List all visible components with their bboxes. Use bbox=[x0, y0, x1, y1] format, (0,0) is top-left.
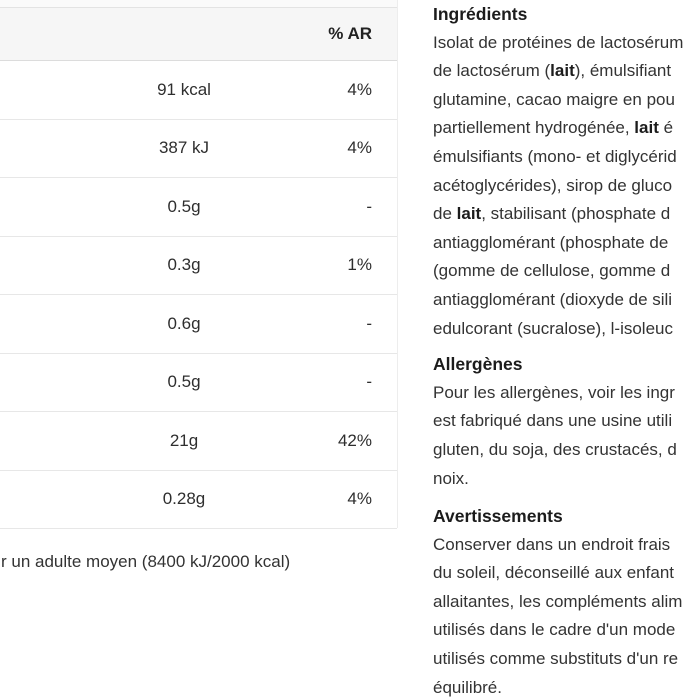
nutrient-ar-percent: 1% bbox=[347, 255, 372, 275]
text-segment: Isolat de protéines de lactosérum bbox=[433, 32, 684, 52]
text-segment: , stabilisant (phosphate d bbox=[481, 204, 671, 224]
text-segment: Pour les allergènes, voir les ingr bbox=[433, 382, 675, 402]
nutrient-value: 0.6g bbox=[167, 313, 201, 333]
text-line: allaitantes, les compléments alim bbox=[433, 588, 700, 617]
text-segment: edulcorant (sucralose), l-isoleuc bbox=[433, 318, 673, 338]
text-segment: antiagglomérant (dioxyde de sili bbox=[433, 289, 673, 309]
text-segment: de lactosérum ( bbox=[433, 61, 551, 81]
nutrient-value: 21g bbox=[169, 430, 199, 450]
text-line: est fabriqué dans une usine utili bbox=[433, 407, 700, 436]
nutrient-value: 387 kJ bbox=[158, 138, 210, 158]
text-line: utilisés dans le cadre d'un mode bbox=[433, 616, 700, 645]
nutrient-value: 0.28g bbox=[162, 489, 206, 509]
text-segment: utilisés dans le cadre d'un mode bbox=[433, 620, 676, 640]
text-line: émulsifiants (mono- et diglycérid bbox=[433, 143, 700, 172]
text-line: équilibré. bbox=[433, 674, 700, 700]
text-segment: noix. bbox=[433, 468, 469, 488]
nutrient-value: 91 kcal bbox=[157, 79, 211, 99]
text-segment: est fabriqué dans une usine utili bbox=[433, 411, 673, 431]
nutrition-table-header: % AR bbox=[0, 0, 397, 61]
text-segment: gluten, du soja, des crustacés, d bbox=[433, 439, 677, 459]
text-line: Isolat de protéines de lactosérum bbox=[433, 29, 700, 58]
text-line: gluten, du soja, des crustacés, d bbox=[433, 436, 700, 465]
section-heading: Avertissements bbox=[433, 506, 563, 527]
ar-column-header: % AR bbox=[328, 23, 372, 43]
nutrient-ar-percent: - bbox=[366, 372, 372, 392]
nutrient-ar-percent: 4% bbox=[347, 138, 372, 158]
text-line: antiagglomérant (phosphate de bbox=[433, 229, 700, 258]
text-line: du soleil, déconseillé aux enfant bbox=[433, 559, 700, 588]
table-row: 21g 42% bbox=[0, 412, 397, 471]
table-row: 0.5g - bbox=[0, 178, 397, 237]
table-row: 91 kcal 4% bbox=[0, 61, 397, 120]
table-footnote: r un adulte moyen (8400 kJ/2000 kcal) bbox=[1, 552, 291, 571]
info-column: Ingrédients Isolat de protéines de lactos… bbox=[433, 0, 700, 700]
nutrient-value: 0.5g bbox=[167, 196, 201, 216]
text-line: noix. bbox=[433, 465, 700, 494]
text-segment: é bbox=[658, 118, 674, 138]
text-line: acétoglycérides), sirop de gluco bbox=[433, 172, 700, 201]
nutrition-table-rows: 91 kcal 4% 387 kJ 4% 0.5g - 0.3g 1% 0.6g - 0.5g - 21… bbox=[0, 61, 397, 529]
section-allergens: Allergènes Pour les allergènes, voir les … bbox=[433, 350, 700, 493]
text-segment: glutamine, cacao maigre en pou bbox=[433, 89, 675, 109]
text-line: utilisés comme substituts d'un re bbox=[433, 645, 700, 674]
nutrient-value: 0.5g bbox=[167, 372, 201, 392]
text-line: (gomme de cellulose, gomme d bbox=[433, 257, 700, 286]
text-line: de lait, stabilisant (phosphate d bbox=[433, 200, 700, 229]
table-row: 0.3g 1% bbox=[0, 237, 397, 295]
text-segment: équilibré. bbox=[433, 677, 502, 697]
text-line: glutamine, cacao maigre en pou bbox=[433, 86, 700, 115]
allergen-bold-text: lait bbox=[456, 204, 482, 224]
table-row: 0.5g - bbox=[0, 354, 397, 412]
table-row: 387 kJ 4% bbox=[0, 120, 397, 178]
text-segment: émulsifiants (mono- et diglycérid bbox=[433, 146, 677, 166]
text-segment: Conserver dans un endroit frais bbox=[433, 534, 671, 554]
text-line: antiagglomérant (dioxyde de sili bbox=[433, 286, 700, 315]
text-line: edulcorant (sucralose), l-isoleuc bbox=[433, 315, 700, 344]
text-segment: allaitantes, les compléments alim bbox=[433, 591, 683, 611]
text-segment: acétoglycérides), sirop de gluco bbox=[433, 175, 673, 195]
nutrition-table: % AR 91 kcal 4% 387 kJ 4% 0.5g -0.3g 1% 0.6g -0.… bbox=[0, 0, 398, 529]
allergen-bold-text: lait bbox=[550, 61, 575, 81]
text-segment: antiagglomérant (phosphate de bbox=[433, 232, 669, 252]
section-heading: Ingrédients bbox=[433, 4, 528, 24]
text-line: partiellement hydrogénée, lait é bbox=[433, 114, 700, 143]
allergen-bold-text: lait bbox=[634, 118, 659, 138]
table-row: 0.6g - bbox=[0, 295, 397, 354]
section-ingredients: Ingrédients Isolat de protéines de lactos… bbox=[433, 0, 700, 343]
text-line: Conserver dans un endroit frais bbox=[433, 531, 700, 560]
nutrient-ar-percent: - bbox=[366, 196, 372, 216]
text-line: Pour les allergènes, voir les ingr bbox=[433, 379, 700, 408]
text-segment: partiellement hydrogénée, bbox=[433, 118, 635, 138]
text-segment: ), émulsifiant bbox=[574, 61, 672, 81]
nutrient-ar-percent: 4% bbox=[347, 79, 372, 99]
text-segment: (gomme de cellulose, gomme d bbox=[433, 261, 671, 281]
section-heading: Allergènes bbox=[433, 354, 523, 375]
nutrient-ar-percent: 4% bbox=[347, 489, 372, 509]
nutrient-value: 0.3g bbox=[167, 255, 201, 275]
nutrient-ar-percent: - bbox=[366, 313, 372, 333]
text-segment: du soleil, déconseillé aux enfant bbox=[433, 563, 674, 583]
table-row: 0.28g 4% bbox=[0, 471, 397, 529]
text-segment: utilisés comme substituts d'un re bbox=[433, 649, 679, 669]
text-segment: de bbox=[433, 204, 457, 224]
section-warnings: Avertissements Conserver dans un endroit … bbox=[433, 502, 700, 700]
nutrient-ar-percent: 42% bbox=[337, 430, 372, 450]
text-line: de lactosérum (lait), émulsifiant bbox=[433, 57, 700, 86]
